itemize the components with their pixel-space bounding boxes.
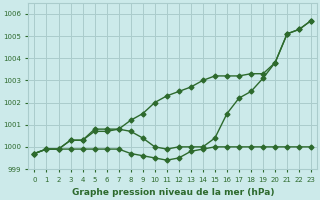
X-axis label: Graphe pression niveau de la mer (hPa): Graphe pression niveau de la mer (hPa) bbox=[72, 188, 274, 197]
